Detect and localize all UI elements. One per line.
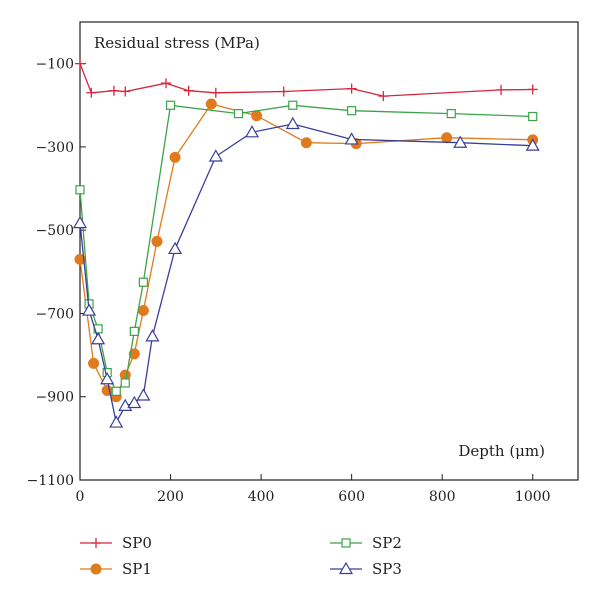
series-sp3 [72, 116, 540, 428]
legend-item-sp1: SP1 [80, 560, 152, 578]
square-marker [528, 111, 538, 122]
circle-marker [151, 235, 163, 247]
triangle-marker [72, 215, 88, 229]
series-layer [72, 58, 540, 428]
series-sp0 [75, 58, 538, 102]
square-marker [446, 108, 456, 119]
legend-label-sp3: SP3 [372, 560, 402, 578]
plus-marker [75, 58, 85, 69]
y-tick-label: −1100 [27, 473, 74, 489]
triangle-marker [109, 415, 124, 428]
plus-marker [210, 87, 221, 98]
x-axis-title: Depth (μm) [458, 442, 545, 460]
square-marker [138, 277, 148, 287]
axis-ticks [79, 63, 534, 481]
series-sp1 [74, 98, 539, 403]
triangle-marker [82, 303, 97, 316]
y-tick-label: −300 [36, 140, 74, 156]
x-tick-label: 200 [157, 489, 184, 505]
legend-item-sp3: SP3 [330, 560, 402, 578]
square-marker [165, 100, 176, 110]
plus-marker [120, 86, 131, 97]
triangle-marker [525, 138, 540, 151]
square-marker [288, 100, 298, 110]
circle-marker [205, 98, 217, 110]
plus-marker [346, 83, 357, 94]
plus-marker [91, 538, 101, 548]
y-tick-label: −700 [36, 306, 74, 322]
square-marker [347, 106, 357, 116]
plus-marker [108, 85, 119, 96]
circle-marker [441, 132, 453, 144]
circle-marker [128, 348, 140, 360]
triangle-marker [91, 332, 106, 345]
circle-marker [300, 137, 312, 149]
legend-item-sp2: SP2 [330, 534, 402, 552]
legend: SP0 SP1 SP2 SP3 [80, 534, 402, 578]
x-tick-label: 600 [338, 489, 365, 505]
square-marker [129, 326, 139, 336]
circle-marker [251, 110, 263, 122]
axis-tick-labels: 0 200 400 600 800 1000 −100 −300 −500 −700 −900 −11… [27, 57, 551, 505]
circle-marker [169, 151, 181, 163]
triangle-marker [453, 135, 468, 148]
triangle-marker [344, 132, 359, 145]
y-tick-label: −100 [36, 57, 74, 73]
plus-marker [183, 85, 194, 96]
triangle-marker [127, 395, 142, 409]
plot-frame [79, 21, 579, 481]
x-tick-label: 800 [429, 489, 456, 505]
legend-item-sp0: SP0 [80, 534, 152, 552]
y-tick-label: −900 [36, 390, 74, 406]
plus-marker [496, 84, 507, 95]
triangle-marker [285, 116, 300, 130]
legend-label-sp0: SP0 [122, 534, 152, 552]
series-line-sp3 [79, 123, 533, 425]
plus-marker [278, 86, 289, 97]
plus-marker [527, 84, 538, 95]
legend-label-sp1: SP1 [122, 560, 152, 578]
square-marker [120, 378, 130, 388]
x-tick-label: 1000 [515, 489, 551, 505]
x-tick-label: 0 [76, 489, 85, 505]
triangle-marker [136, 388, 151, 401]
legend-label-sp2: SP2 [372, 534, 402, 552]
y-axis-title: Residual stress (MPa) [94, 34, 260, 52]
plus-marker [86, 87, 97, 98]
plus-marker [378, 91, 389, 102]
square-marker [111, 386, 121, 396]
square-marker [233, 108, 244, 119]
triangle-marker [208, 149, 223, 162]
plus-marker [161, 78, 172, 89]
triangle-marker [100, 372, 115, 385]
square-marker [341, 538, 351, 548]
circle-marker [137, 305, 149, 317]
x-tick-label: 400 [248, 489, 275, 505]
triangle-marker [338, 561, 354, 575]
y-tick-label: −500 [36, 223, 74, 239]
triangle-marker [168, 241, 183, 255]
square-marker [75, 185, 85, 195]
circle-marker [90, 563, 102, 575]
triangle-marker [145, 329, 160, 342]
circle-marker [88, 357, 100, 369]
series-line-sp0 [79, 63, 533, 97]
triangle-marker [245, 125, 260, 138]
